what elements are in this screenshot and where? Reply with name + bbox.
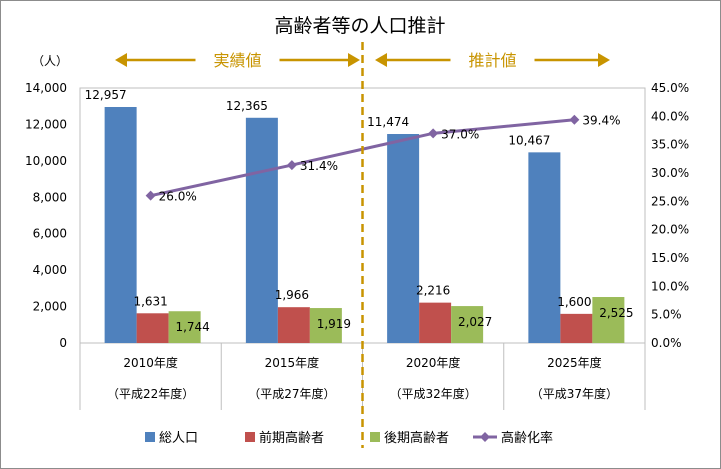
legend-marker: [480, 432, 490, 442]
y2-axis-tick-label: 0.0%: [651, 336, 682, 350]
aging-rate-marker: [428, 128, 439, 139]
chart-title: 高齢者等の人口推計: [274, 15, 445, 37]
legend-label: 前期高齢者: [259, 430, 324, 446]
y-axis-tick-label: 12,000: [25, 117, 67, 131]
actual-values-arrow-head-left: [115, 53, 127, 67]
y2-axis-tick-label: 5.0%: [651, 308, 682, 322]
bar-early-elderly: [560, 313, 593, 343]
x-axis-category-sublabel: （平成22年度）: [107, 386, 194, 401]
y2-axis-tick-label: 10.0%: [651, 279, 689, 293]
bar-data-label: 1,600: [557, 295, 591, 309]
aging-rate-marker: [286, 160, 297, 171]
projected-values-arrow-head-right: [598, 53, 610, 67]
bar-data-label: 1,631: [133, 294, 167, 308]
x-axis-category-sublabel: （平成27年度）: [248, 386, 335, 401]
y2-axis-tick-label: 40.0%: [651, 109, 689, 123]
y2-axis-tick-label: 15.0%: [651, 251, 689, 265]
bar-data-label: 10,467: [508, 133, 550, 147]
x-axis-category-label: 2010年度: [123, 355, 178, 370]
x-axis-category-sublabel: （平成32年度）: [389, 386, 476, 401]
bar-late-elderly: [309, 308, 342, 343]
bar-early-elderly: [136, 313, 169, 343]
legend-swatch: [245, 432, 255, 442]
aging-rate-marker: [569, 114, 580, 125]
y-axis-tick-label: 6,000: [33, 227, 67, 241]
y2-axis-tick-label: 45.0%: [651, 81, 689, 95]
y2-axis-tick-label: 35.0%: [651, 138, 689, 152]
y-axis-tick-label: 10,000: [25, 154, 67, 168]
aging-rate-data-label: 37.0%: [441, 127, 479, 141]
bar-total-population: [104, 106, 137, 343]
aging-rate-marker: [145, 190, 156, 201]
actual-values-arrow-head-right: [348, 53, 360, 67]
aging-rate-line: [150, 118, 575, 198]
bar-total-population: [387, 134, 420, 343]
bar-data-label: 1,744: [175, 320, 209, 334]
aging-rate-data-label: 26.0%: [159, 190, 197, 204]
y-axis-tick-label: 8,000: [33, 190, 67, 204]
x-axis-category-sublabel: （平成37年度）: [531, 386, 618, 401]
legend-label: 総人口: [159, 431, 198, 446]
actual-values-label: 実績値: [213, 51, 261, 70]
bar-data-label: 1,919: [317, 317, 351, 331]
x-axis-category-label: 2020年度: [406, 355, 461, 370]
bar-late-elderly: [592, 297, 625, 343]
bar-data-label: 11,474: [367, 115, 409, 129]
y2-axis-tick-label: 20.0%: [651, 223, 689, 237]
bar-data-label: 2,216: [416, 284, 450, 298]
bar-late-elderly: [451, 306, 484, 343]
y2-axis-tick-label: 25.0%: [651, 194, 689, 208]
y2-axis-tick-label: 30.0%: [651, 166, 689, 180]
aging-rate-data-label: 31.4%: [300, 159, 338, 173]
bar-early-elderly: [419, 302, 452, 343]
x-axis-category-label: 2025年度: [547, 355, 602, 370]
projected-values-label: 推計値: [468, 51, 516, 70]
bar-data-label: 2,027: [458, 315, 492, 329]
projected-values-arrow-head-left: [375, 53, 387, 67]
bar-data-label: 2,525: [599, 306, 633, 320]
bar-late-elderly: [168, 311, 201, 343]
aging-rate-data-label: 39.4%: [582, 114, 620, 128]
bar-data-label: 1,966: [275, 288, 309, 302]
bar-total-population: [528, 152, 561, 343]
legend-label: 後期高齢者: [384, 430, 449, 446]
y-axis-tick-label: 0: [59, 336, 67, 350]
y-axis-unit-label: （人）: [32, 54, 68, 68]
y-axis-tick-label: 14,000: [25, 81, 67, 95]
y-axis-tick-label: 4,000: [33, 263, 67, 277]
legend-label: 高齢化率: [501, 430, 553, 446]
legend-swatch: [145, 432, 155, 442]
y-axis-tick-label: 2,000: [33, 300, 67, 314]
bar-total-population: [245, 117, 278, 343]
legend-swatch: [370, 432, 380, 442]
bar-data-label: 12,365: [226, 99, 268, 113]
bar-early-elderly: [277, 307, 310, 343]
bar-data-label: 12,957: [85, 88, 127, 102]
x-axis-category-label: 2015年度: [265, 355, 320, 370]
